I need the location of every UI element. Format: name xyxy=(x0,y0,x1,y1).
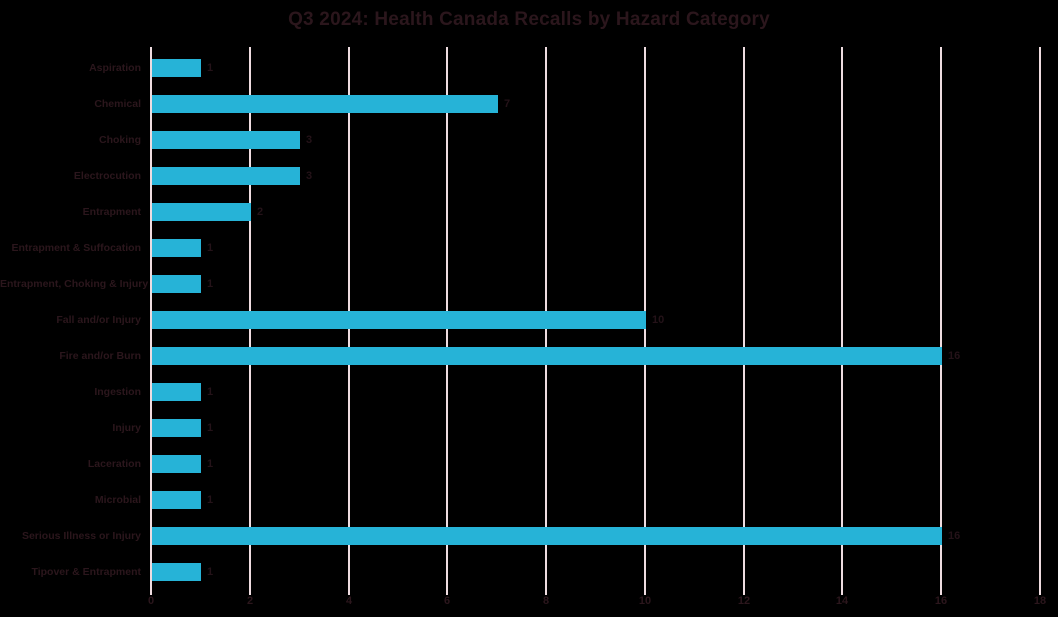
category-label: Choking xyxy=(99,134,141,146)
category-label: Entrapment, Choking & Injury xyxy=(0,278,149,290)
bar xyxy=(152,203,251,221)
x-tick-label: 14 xyxy=(835,595,849,607)
bar-value-label: 1 xyxy=(207,278,214,290)
x-tick-label: 10 xyxy=(638,595,652,607)
x-tick-mark xyxy=(743,588,745,595)
bar xyxy=(152,311,646,329)
x-tick-mark xyxy=(841,588,843,595)
x-tick-mark xyxy=(348,588,350,595)
bar xyxy=(152,527,942,545)
bar xyxy=(152,167,300,185)
category-label: Tipover & Entrapment xyxy=(31,566,142,578)
bar-value-label: 3 xyxy=(306,170,313,182)
x-tick-label: 18 xyxy=(1033,595,1047,607)
bar xyxy=(152,383,201,401)
bar xyxy=(152,419,201,437)
x-tick-label: 4 xyxy=(345,595,353,607)
bar xyxy=(152,59,201,77)
bar xyxy=(152,95,498,113)
bar-value-label: 1 xyxy=(207,458,214,470)
bar-value-label: 1 xyxy=(207,494,214,506)
category-label: Laceration xyxy=(87,458,141,470)
category-label: Fall and/or Injury xyxy=(56,314,141,326)
category-label: Entrapment & Suffocation xyxy=(11,242,141,254)
x-tick-mark xyxy=(1039,588,1041,595)
gridline xyxy=(743,47,745,588)
category-label: Fire and/or Burn xyxy=(59,350,141,362)
bar-value-label: 1 xyxy=(207,422,214,434)
bar xyxy=(152,131,300,149)
bar-value-label: 16 xyxy=(948,530,961,542)
x-tick-label: 2 xyxy=(246,595,254,607)
gridline xyxy=(841,47,843,588)
bar-value-label: 7 xyxy=(504,98,511,110)
bar xyxy=(152,347,942,365)
x-tick-mark xyxy=(940,588,942,595)
bar-value-label: 10 xyxy=(652,314,665,326)
bar-value-label: 1 xyxy=(207,386,214,398)
bar xyxy=(152,491,201,509)
x-tick-label: 8 xyxy=(542,595,550,607)
category-label: Ingestion xyxy=(94,386,141,398)
x-tick-label: 16 xyxy=(934,595,948,607)
bar xyxy=(152,239,201,257)
category-label: Aspiration xyxy=(89,62,141,74)
gridline xyxy=(150,47,152,588)
x-tick-mark xyxy=(446,588,448,595)
x-tick-label: 6 xyxy=(443,595,451,607)
bar-value-label: 1 xyxy=(207,566,214,578)
category-label: Chemical xyxy=(94,98,141,110)
bar-value-label: 3 xyxy=(306,134,313,146)
chart-title: Q3 2024: Health Canada Recalls by Hazard… xyxy=(288,9,770,30)
gridline xyxy=(940,47,942,588)
category-label: Microbial xyxy=(94,494,141,506)
x-tick-label: 12 xyxy=(737,595,751,607)
bar-value-label: 2 xyxy=(257,206,264,218)
bar xyxy=(152,455,201,473)
x-tick-mark xyxy=(644,588,646,595)
x-tick-mark xyxy=(545,588,547,595)
bar xyxy=(152,275,201,293)
x-tick-label: 0 xyxy=(147,595,155,607)
category-label: Serious Illness or Injury xyxy=(21,530,141,542)
category-label: Injury xyxy=(112,422,141,434)
category-label: Entrapment xyxy=(82,206,141,218)
gridline xyxy=(1039,47,1041,588)
x-tick-mark xyxy=(249,588,251,595)
x-tick-mark xyxy=(150,588,152,595)
bar-value-label: 1 xyxy=(207,242,214,254)
bar-value-label: 1 xyxy=(207,62,214,74)
bar-value-label: 16 xyxy=(948,350,961,362)
category-label: Electrocution xyxy=(73,170,141,182)
bar xyxy=(152,563,201,581)
